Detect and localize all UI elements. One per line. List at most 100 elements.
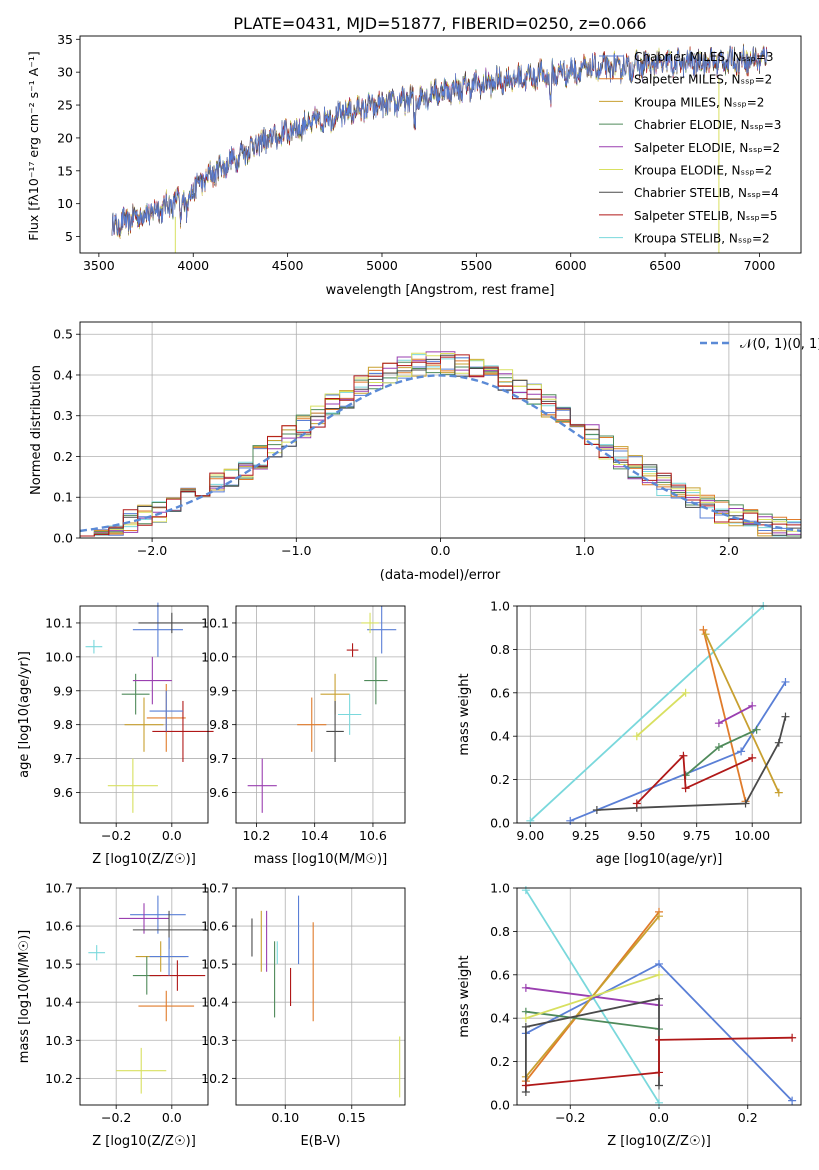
- mass-vs-ebv-xlabel: E(B-V): [300, 1134, 340, 1149]
- weight-vs-age-xtick-label: 9.25: [572, 828, 600, 843]
- age-vs-z-ytick-label: 9.9: [53, 683, 73, 698]
- weight-vs-z-series-line: [525, 1010, 660, 1030]
- age-vs-z-ytick-label: 9.8: [53, 717, 73, 732]
- mass-vs-ebv-ytick-label: 10.5: [201, 957, 229, 972]
- mass-vs-z-ytick-label: 10.5: [45, 957, 73, 972]
- weight-vs-z-point-marker: [788, 1096, 797, 1105]
- spectrum-ytick-label: 35: [57, 32, 73, 47]
- mass-vs-z-xtick-label: −0.2: [101, 1110, 131, 1125]
- age-vs-mass-ytick-label: 10.1: [201, 615, 229, 630]
- age-vs-z-xtick-label: 0.0: [162, 828, 182, 843]
- weight-vs-age-point-marker: [774, 788, 783, 797]
- spectrum-legend-label: Chabrier ELODIE, Nₛₛₚ=3: [634, 118, 781, 132]
- weight-vs-z-point-marker: [655, 1098, 663, 1107]
- weight-vs-z-point-marker: [521, 1081, 530, 1090]
- residuals-xtick-label: 2.0: [719, 543, 739, 558]
- weight-vs-age-series-line: [569, 681, 787, 822]
- weight-vs-age-point-marker: [714, 743, 723, 752]
- age-vs-mass-ytick-label: 9.9: [209, 683, 229, 698]
- mass-vs-z-xlabel: Z [log10(Z/Z☉)]: [92, 1134, 196, 1149]
- mass-vs-z-frame: [79, 887, 209, 1106]
- weight-vs-age-ytick-label: 0.6: [490, 685, 510, 700]
- weight-vs-z-point-marker: [655, 1035, 663, 1044]
- weight-vs-z-xlabel: Z [log10(Z/Z☉)]: [607, 1134, 711, 1149]
- spectrum-legend-label: Salpeter STELIB, Nₛₛₚ=5: [634, 209, 778, 223]
- weight-vs-z-point-marker: [521, 886, 530, 895]
- weight-vs-age-point-marker: [781, 712, 790, 721]
- spectrum-xtick-label: 5000: [366, 258, 398, 273]
- weight-vs-age-series-line: [529, 605, 764, 822]
- weight-vs-age-point-marker: [748, 753, 757, 762]
- weight-vs-z-series-line: [525, 973, 660, 1020]
- weight-vs-age-point-marker: [774, 738, 783, 747]
- weight-vs-age-point-marker: [526, 816, 535, 825]
- spectrum-ytick-label: 25: [57, 98, 73, 113]
- spectrum-xlabel: wavelength [Angstrom, rest frame]: [326, 283, 555, 298]
- weight-vs-age-point-marker: [592, 805, 601, 814]
- residuals-ytick-label: 0.0: [53, 531, 73, 546]
- weight-vs-z-ylabel: mass weight: [457, 955, 472, 1037]
- spectrum-ytick-label: 10: [57, 196, 73, 211]
- weight-vs-age-point-marker: [741, 799, 750, 808]
- weight-vs-age-series-line: [704, 633, 780, 793]
- weight-vs-age-ytick-label: 0.0: [490, 816, 510, 831]
- spectrum-title: PLATE=0431, MJD=51877, FIBERID=0250, z=0…: [233, 14, 646, 33]
- spectrum-frame: [79, 35, 802, 254]
- weight-vs-age-xtick-label: 9.00: [516, 828, 544, 843]
- weight-vs-age-point-marker: [748, 701, 757, 710]
- weight-vs-z-point-marker: [521, 1014, 530, 1023]
- spectrum-legend-label: Salpeter ELODIE, Nₛₛₚ=2: [634, 141, 780, 155]
- spectrum-ytick-label: 30: [57, 65, 73, 80]
- weight-vs-age-ytick-label: 0.8: [490, 642, 510, 657]
- residuals-xlabel: (data-model)/error: [380, 568, 501, 583]
- weight-vs-age-series-line: [636, 692, 687, 737]
- mass-vs-z-xtick-label: 0.0: [162, 1110, 182, 1125]
- weight-vs-z-xtick-label: 0.2: [738, 1110, 758, 1125]
- weight-vs-age-point-marker: [681, 784, 690, 793]
- spectrum-xtick-label: 6000: [555, 258, 587, 273]
- spectrum-legend-label: Kroupa STELIB, Nₛₛₚ=2: [634, 232, 770, 246]
- spectrum-ytick-label: 5: [65, 229, 73, 244]
- weight-vs-age-point-marker: [566, 816, 575, 825]
- weight-vs-z-series-line: [525, 1036, 793, 1087]
- age-vs-mass-ytick-label: 9.7: [209, 751, 229, 766]
- age-vs-z-frame: [79, 605, 209, 824]
- residuals-ylabel: Normed distribution: [29, 365, 44, 495]
- spectrum-legend-label: Salpeter MILES, Nₛₛₚ=2: [634, 73, 772, 87]
- weight-vs-age-xtick-label: 9.50: [627, 828, 655, 843]
- residuals-xtick-label: −1.0: [281, 543, 311, 558]
- spectrum-legend-label: Chabrier MILES, Nₛₛₚ=3: [634, 50, 774, 64]
- weight-vs-age-point-marker: [632, 799, 641, 808]
- spectrum-xtick-label: 3500: [83, 258, 115, 273]
- weight-vs-age-point-marker: [752, 725, 761, 734]
- weight-vs-age-xlabel: age [log10(age/yr)]: [596, 852, 723, 867]
- age-vs-mass-xtick-label: 10.4: [301, 828, 329, 843]
- weight-vs-age-ytick-label: 0.2: [490, 772, 510, 787]
- spectrum-ytick-label: 15: [57, 163, 73, 178]
- age-vs-mass-ytick-label: 9.6: [209, 785, 229, 800]
- weight-vs-age-point-marker: [737, 747, 746, 756]
- weight-vs-z-ytick-label: 0.4: [490, 1011, 510, 1026]
- mass-vs-z-ytick-label: 10.7: [45, 881, 73, 896]
- weight-vs-z-point-marker: [788, 1033, 797, 1042]
- residuals-xtick-label: 1.0: [575, 543, 595, 558]
- weight-vs-z-point-marker: [655, 1081, 663, 1090]
- spectrum-xtick-label: 4500: [272, 258, 304, 273]
- gaussian-legend-label: 𝒩(0, 1)(0, 1): [740, 337, 819, 352]
- spectrum-ylabel: Flux [fλ10⁻¹⁷ erg cm⁻² s⁻¹ A⁻¹]: [26, 51, 41, 240]
- spectrum-legend-label: Kroupa MILES, Nₛₛₚ=2: [634, 95, 764, 109]
- mass-vs-ebv-ytick-label: 10.3: [201, 1033, 229, 1048]
- spectrum-legend-label: Kroupa ELODIE, Nₛₛₚ=2: [634, 164, 772, 178]
- spectrum-ytick-label: 20: [57, 130, 73, 145]
- residuals-ytick-label: 0.2: [53, 449, 73, 464]
- spectrum-series-line: [111, 45, 768, 236]
- spectrum-xtick-label: 5500: [460, 258, 492, 273]
- mass-vs-ebv-xtick-label: 0.10: [271, 1110, 299, 1125]
- residuals-ytick-label: 0.1: [53, 490, 73, 505]
- weight-vs-age-frame: [516, 605, 802, 824]
- age-vs-z-ytick-label: 9.6: [53, 785, 73, 800]
- mass-vs-ebv-ytick-label: 10.7: [201, 881, 229, 896]
- weight-vs-age-point-marker: [701, 630, 710, 639]
- mass-vs-ebv-ytick-label: 10.6: [201, 919, 229, 934]
